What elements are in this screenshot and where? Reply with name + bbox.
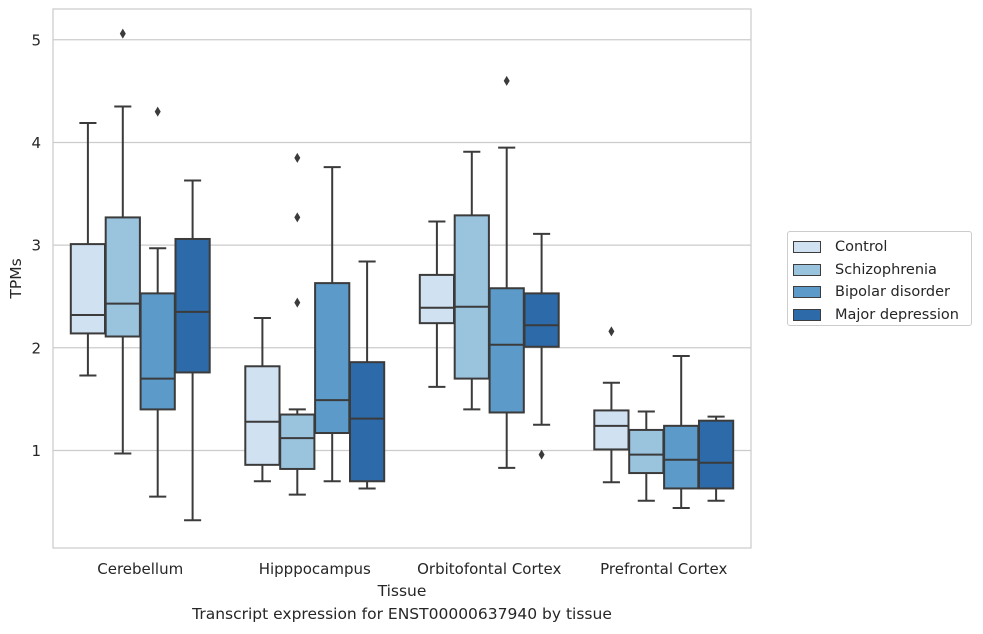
box-control (244, 317, 281, 483)
y-axis-ticks: 1 2 3 4 5 (31, 31, 41, 460)
box-body (139, 292, 176, 411)
box-major-depression (348, 260, 386, 490)
box-body (418, 273, 456, 325)
legend-item: Control (793, 236, 971, 259)
box-major-depression (174, 179, 211, 522)
box-bipolar-disorder (314, 166, 351, 483)
box-body (244, 365, 281, 466)
x-tick-label: Orbitofontal Cortex (417, 560, 561, 578)
x-axis-ticks: Cerebellum Hipppocampus Orbitofontal Corte… (97, 560, 727, 578)
legend-item: Major depression (793, 304, 971, 327)
y-tick-label: 1 (31, 442, 41, 460)
legend-label: Control (835, 239, 888, 256)
box-body (453, 214, 490, 380)
box-control (593, 326, 630, 484)
box-body (628, 428, 665, 475)
legend-label: Major depression (835, 306, 959, 323)
box-schizophrenia (453, 150, 490, 411)
outlier-point (608, 326, 615, 337)
box-major-depression (523, 232, 560, 460)
legend-swatch (793, 263, 821, 276)
box-major-depression (697, 415, 735, 502)
y-tick-label: 5 (31, 31, 41, 49)
legend-label: Schizophrenia (835, 261, 937, 278)
box-schizophrenia (279, 152, 316, 496)
outlier-point (154, 106, 161, 117)
box-body (279, 413, 316, 470)
box-schizophrenia (104, 28, 141, 455)
legend-swatch (793, 241, 821, 254)
x-tick-label: Hipppocampus (259, 560, 371, 578)
box-body (488, 287, 525, 414)
box-body (523, 292, 560, 348)
legend-swatch (793, 286, 821, 299)
y-tick-label: 4 (31, 134, 41, 152)
figure-caption: Transcript expression for ENST0000063794… (192, 605, 612, 623)
legend: Control Schizophrenia Bipolar disorder Majo… (787, 231, 972, 326)
box-schizophrenia (628, 410, 665, 502)
y-tick-label: 2 (31, 339, 41, 357)
box-body (174, 237, 211, 374)
outlier-point (119, 28, 126, 39)
box-body (593, 409, 630, 451)
box-control (69, 121, 107, 377)
x-tick-label: Prefrontal Cortex (600, 560, 727, 578)
box-bipolar-disorder (488, 75, 525, 469)
box-body (348, 361, 386, 483)
outlier-point (294, 212, 301, 223)
box-control (418, 220, 456, 388)
box-body (314, 282, 351, 435)
outlier-point (538, 449, 545, 460)
outlier-point (503, 75, 510, 86)
box-bipolar-disorder (663, 355, 700, 509)
y-axis-title: TPMs (7, 258, 25, 299)
box-series (69, 28, 735, 522)
plot-frame (52, 8, 752, 549)
box-body (663, 424, 700, 490)
box-body (104, 216, 141, 338)
legend-label: Bipolar disorder (835, 284, 950, 301)
x-axis-title: Tissue (377, 582, 427, 600)
legend-swatch (793, 308, 821, 321)
outlier-point (294, 152, 301, 163)
box-bipolar-disorder (139, 106, 176, 498)
y-tick-label: 3 (31, 237, 41, 255)
legend-item: Bipolar disorder (793, 281, 971, 304)
legend-item: Schizophrenia (793, 259, 971, 282)
box-body (697, 419, 735, 490)
x-tick-label: Cerebellum (97, 560, 183, 578)
outlier-point (294, 297, 301, 308)
box-body (69, 243, 107, 335)
